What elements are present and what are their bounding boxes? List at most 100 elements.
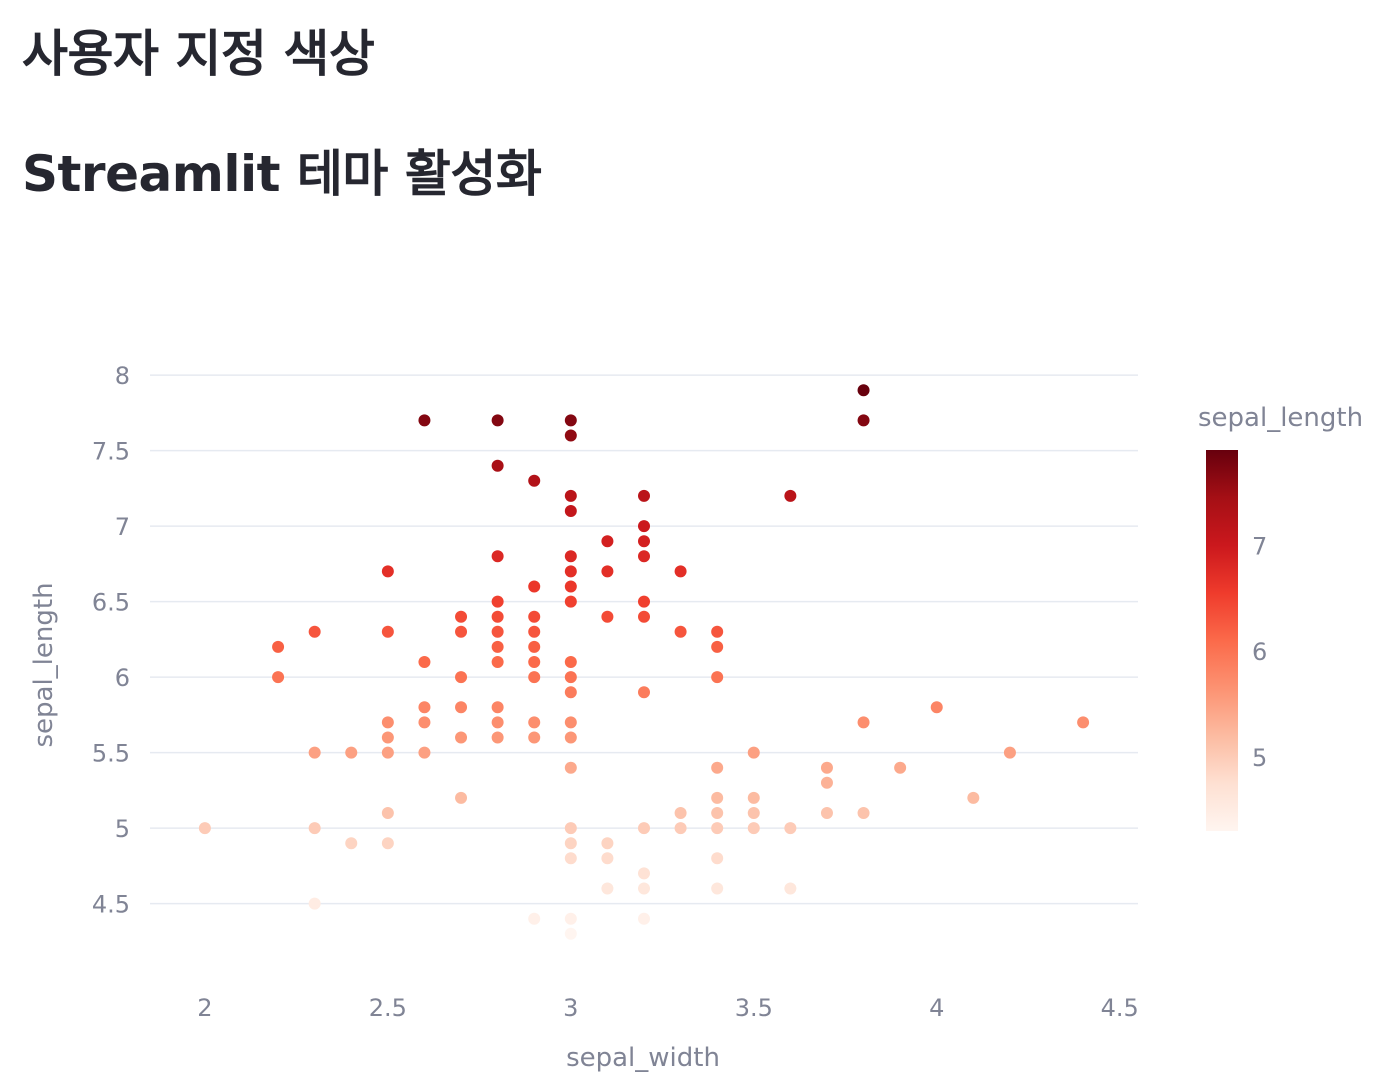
data-point-70[interactable]: [601, 610, 614, 623]
data-point-19[interactable]: [418, 656, 431, 668]
data-point-34[interactable]: [491, 595, 504, 608]
data-point-67[interactable]: [601, 882, 614, 895]
data-point-109[interactable]: [857, 414, 870, 427]
data-point-33[interactable]: [491, 610, 504, 623]
data-point-52[interactable]: [564, 822, 577, 835]
data-point-18[interactable]: [418, 701, 431, 714]
data-point-75[interactable]: [638, 867, 650, 880]
chart-svg[interactable]: 2 2.5 3 3.5 4 4.5 4.5 5 5.5 6 6.5 7 7.5 8 sepal_widt…: [0, 290, 1386, 1082]
data-point-14[interactable]: [381, 625, 394, 638]
data-point-22[interactable]: [455, 731, 468, 744]
data-point-5[interactable]: [308, 746, 321, 759]
data-point-114[interactable]: [1003, 746, 1016, 759]
data-point-58[interactable]: [564, 656, 577, 668]
data-point-29[interactable]: [491, 701, 504, 714]
data-point-0[interactable]: [198, 822, 211, 835]
data-point-87[interactable]: [674, 565, 687, 578]
data-point-21[interactable]: [455, 791, 468, 804]
data-point-49[interactable]: [564, 912, 577, 925]
data-point-56[interactable]: [564, 686, 577, 699]
data-point-98[interactable]: [747, 807, 760, 819]
data-point-77[interactable]: [638, 686, 650, 699]
data-point-32[interactable]: [491, 625, 504, 638]
data-point-41[interactable]: [528, 671, 541, 684]
data-point-82[interactable]: [638, 520, 650, 533]
data-point-46[interactable]: [528, 580, 541, 593]
data-point-91[interactable]: [711, 807, 724, 819]
data-point-79[interactable]: [638, 595, 650, 608]
data-point-71[interactable]: [601, 565, 614, 578]
data-point-72[interactable]: [601, 535, 614, 548]
data-point-23[interactable]: [455, 701, 468, 714]
data-point-73[interactable]: [638, 912, 650, 925]
data-point-90[interactable]: [711, 822, 724, 835]
data-point-94[interactable]: [711, 671, 724, 684]
data-point-57[interactable]: [564, 671, 577, 684]
data-point-69[interactable]: [601, 837, 614, 850]
data-point-28[interactable]: [491, 716, 504, 729]
data-point-17[interactable]: [418, 716, 431, 729]
data-point-42[interactable]: [528, 656, 541, 668]
data-point-59[interactable]: [564, 595, 577, 608]
data-point-64[interactable]: [564, 489, 577, 502]
data-point-111[interactable]: [894, 761, 907, 774]
data-point-55[interactable]: [564, 716, 577, 729]
data-point-51[interactable]: [564, 837, 577, 850]
data-point-35[interactable]: [491, 550, 504, 563]
data-point-37[interactable]: [491, 414, 504, 427]
data-point-60[interactable]: [564, 580, 577, 593]
data-point-13[interactable]: [381, 716, 394, 729]
data-point-105[interactable]: [820, 776, 833, 789]
data-point-83[interactable]: [638, 489, 650, 502]
data-point-85[interactable]: [674, 807, 687, 819]
data-points[interactable]: [198, 384, 1090, 940]
data-point-30[interactable]: [491, 656, 504, 668]
data-point-50[interactable]: [564, 852, 577, 865]
data-point-76[interactable]: [638, 822, 650, 835]
data-point-100[interactable]: [747, 746, 760, 759]
data-point-48[interactable]: [564, 927, 577, 940]
data-point-92[interactable]: [711, 791, 724, 804]
data-point-62[interactable]: [564, 550, 577, 563]
data-point-103[interactable]: [784, 489, 797, 502]
data-point-40[interactable]: [528, 716, 541, 729]
data-point-68[interactable]: [601, 852, 614, 865]
data-point-10[interactable]: [381, 807, 394, 819]
data-point-108[interactable]: [857, 716, 870, 729]
data-point-8[interactable]: [345, 746, 358, 759]
data-point-39[interactable]: [528, 731, 541, 744]
data-point-31[interactable]: [491, 640, 504, 653]
data-point-78[interactable]: [638, 610, 650, 623]
data-point-25[interactable]: [455, 625, 468, 638]
data-point-81[interactable]: [638, 535, 650, 548]
data-point-2[interactable]: [272, 640, 285, 653]
data-point-53[interactable]: [564, 761, 577, 774]
data-point-106[interactable]: [820, 761, 833, 774]
data-point-45[interactable]: [528, 610, 541, 623]
data-point-107[interactable]: [857, 807, 870, 819]
data-point-101[interactable]: [784, 882, 797, 895]
data-point-20[interactable]: [418, 414, 431, 427]
data-point-9[interactable]: [381, 837, 394, 850]
data-point-99[interactable]: [747, 791, 760, 804]
data-point-12[interactable]: [381, 731, 394, 744]
data-point-93[interactable]: [711, 761, 724, 774]
data-point-24[interactable]: [455, 671, 468, 684]
data-point-104[interactable]: [820, 807, 833, 819]
data-point-36[interactable]: [491, 459, 504, 472]
data-point-113[interactable]: [967, 791, 980, 804]
data-point-66[interactable]: [564, 414, 577, 427]
data-point-63[interactable]: [564, 505, 577, 517]
data-point-15[interactable]: [381, 565, 394, 578]
data-point-11[interactable]: [381, 746, 394, 759]
data-point-80[interactable]: [638, 550, 650, 563]
data-point-1[interactable]: [272, 671, 285, 684]
data-point-47[interactable]: [528, 474, 541, 487]
data-point-7[interactable]: [345, 837, 358, 850]
data-point-3[interactable]: [308, 897, 321, 910]
data-point-44[interactable]: [528, 625, 541, 638]
data-point-84[interactable]: [674, 822, 687, 835]
data-point-54[interactable]: [564, 731, 577, 744]
data-point-86[interactable]: [674, 625, 687, 638]
scatter-chart[interactable]: 2 2.5 3 3.5 4 4.5 4.5 5 5.5 6 6.5 7 7.5 8 sepal_widt…: [0, 290, 1386, 1082]
